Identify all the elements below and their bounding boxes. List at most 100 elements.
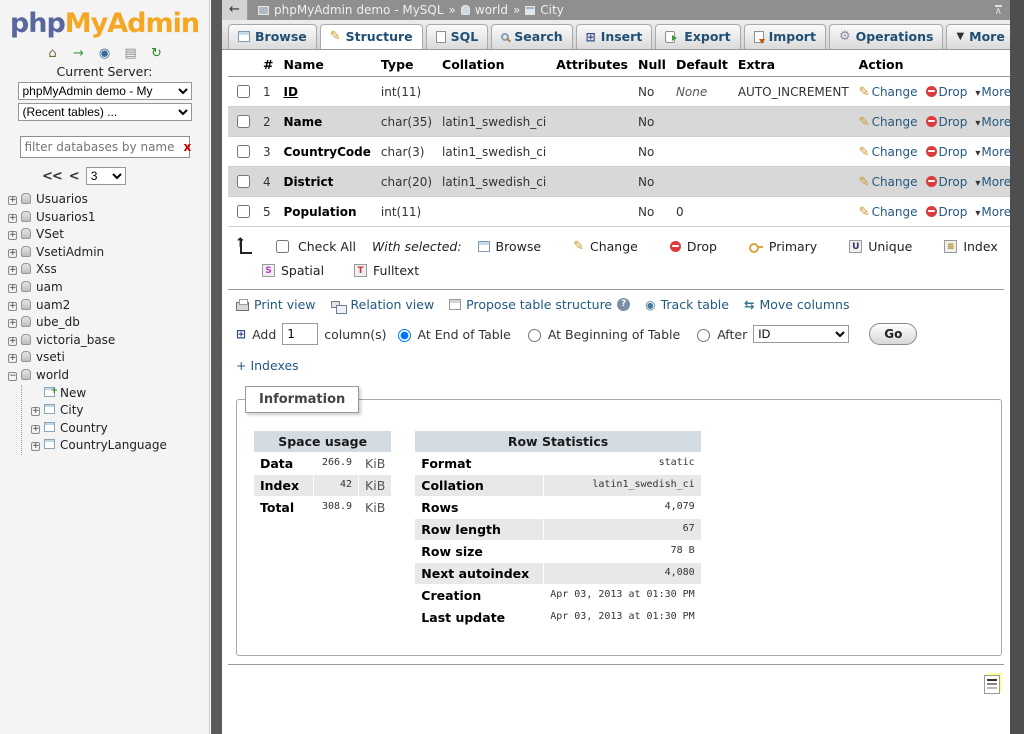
collapse-icon[interactable]	[8, 371, 17, 381]
tree-item-label[interactable]: Country	[60, 420, 108, 435]
tab-import[interactable]: Import	[743, 24, 826, 49]
tree-item-city[interactable]: City	[31, 402, 209, 420]
tab-structure[interactable]: ✎ Structure	[319, 24, 423, 49]
track-table-link[interactable]: ◉ Track table	[645, 297, 729, 312]
radio-after[interactable]: After	[692, 326, 747, 342]
more-link[interactable]: More	[981, 144, 1010, 159]
at-end-radio[interactable]	[397, 329, 411, 342]
expand-icon[interactable]	[8, 213, 17, 223]
row-checkbox[interactable]	[237, 175, 250, 188]
page-prev-link[interactable]: <	[68, 168, 80, 184]
more-link[interactable]: More	[981, 204, 1010, 219]
expand-icon[interactable]	[8, 319, 17, 329]
tree-item-label[interactable]: VsetiAdmin	[36, 244, 105, 259]
tab-operations[interactable]: ⚙ Operations	[828, 24, 944, 49]
indexes-toggle-link[interactable]: + Indexes	[236, 358, 299, 373]
tree-item-label[interactable]: uam	[36, 279, 63, 294]
tree-item-label[interactable]: Xss	[36, 262, 57, 277]
expand-icon[interactable]	[8, 266, 17, 276]
expand-icon[interactable]	[8, 301, 17, 311]
go-button[interactable]: Go	[869, 323, 918, 345]
expand-icon[interactable]	[31, 407, 40, 417]
collapse-panel-icon[interactable]: ∧	[994, 4, 1002, 17]
page-fast-prev-link[interactable]: <<	[42, 168, 63, 184]
vertical-scrollbar[interactable]	[1010, 0, 1024, 734]
tab-export[interactable]: Export	[655, 24, 741, 49]
phpmyadmin-logo[interactable]: phpMyAdmin	[0, 8, 209, 39]
tab-search[interactable]: Search	[491, 24, 573, 49]
tab-more[interactable]: ▼ More	[946, 24, 1010, 49]
server-select[interactable]: phpMyAdmin demo - My	[17, 82, 192, 100]
selected-index-button[interactable]: ≡ Index	[944, 239, 998, 254]
help-icon[interactable]: ?	[617, 298, 631, 311]
tree-item-label[interactable]: CountryLanguage	[60, 438, 167, 453]
tree-item-label[interactable]: City	[60, 403, 84, 418]
tab-browse[interactable]: Browse	[228, 24, 317, 49]
documentation-icon[interactable]: ▤	[124, 46, 137, 61]
drop-link[interactable]: Drop	[938, 84, 968, 99]
more-link[interactable]: More	[981, 174, 1010, 189]
expand-icon[interactable]	[8, 196, 17, 205]
tree-item-vseti[interactable]: vseti	[8, 349, 209, 367]
tree-item-uam[interactable]: uam	[8, 279, 209, 297]
radio-at-end[interactable]: At End of Table	[393, 326, 511, 342]
at-beginning-radio[interactable]	[527, 329, 541, 342]
tree-item-label[interactable]: VSet	[36, 227, 64, 242]
change-link[interactable]: Change	[871, 174, 918, 189]
move-columns-link[interactable]: ⇆ Move columns	[743, 297, 850, 312]
selected-primary-button[interactable]: Primary	[748, 239, 817, 254]
after-radio[interactable]	[697, 329, 711, 342]
row-checkbox[interactable]	[237, 115, 250, 128]
query-window-icon[interactable]: ◉	[98, 46, 111, 61]
recent-tables-select[interactable]: (Recent tables) ...	[17, 103, 192, 121]
tree-item-label[interactable]: Usuarios1	[36, 209, 96, 224]
tree-item-label[interactable]: vseti	[36, 350, 65, 365]
tree-item-label[interactable]: uam2	[36, 297, 71, 312]
back-button[interactable]: ←	[222, 0, 248, 20]
expand-icon[interactable]	[8, 231, 17, 241]
tree-item-ube-db[interactable]: ube_db	[8, 314, 209, 332]
expand-icon[interactable]	[8, 336, 17, 346]
row-checkbox[interactable]	[237, 145, 250, 158]
change-link[interactable]: Change	[871, 144, 918, 159]
tab-insert[interactable]: ⊞ Insert	[575, 24, 653, 49]
breadcrumb-table[interactable]: City	[540, 3, 564, 17]
after-column-select[interactable]: ID	[753, 325, 850, 343]
expand-icon[interactable]	[8, 354, 17, 364]
expand-icon[interactable]	[8, 283, 17, 293]
tree-item-world[interactable]: world New City Country CountryLanguage	[8, 367, 209, 455]
tree-item-label[interactable]: New	[60, 385, 87, 400]
row-checkbox[interactable]	[237, 205, 250, 218]
tree-item-label[interactable]: ube_db	[36, 315, 80, 330]
tree-item-label[interactable]: victoria_base	[36, 332, 116, 347]
check-all[interactable]: Check All	[272, 237, 356, 256]
sidebar-resize-handle[interactable]	[210, 0, 222, 734]
tree-item-label[interactable]: Usuarios	[36, 192, 88, 206]
print-view-link[interactable]: Print view	[236, 297, 316, 312]
tree-item-xss[interactable]: Xss	[8, 261, 209, 279]
check-all-checkbox[interactable]	[276, 240, 289, 253]
tree-item-countrylanguage[interactable]: CountryLanguage	[31, 437, 209, 455]
tree-item-vsetiadmin[interactable]: VsetiAdmin	[8, 244, 209, 262]
selected-fulltext-button[interactable]: T Fulltext	[354, 263, 419, 278]
expand-icon[interactable]	[8, 248, 17, 258]
drop-link[interactable]: Drop	[938, 144, 968, 159]
clear-filter-icon[interactable]: x	[183, 140, 192, 154]
home-icon[interactable]: ⌂	[48, 46, 57, 61]
breadcrumb-database[interactable]: world	[474, 3, 508, 17]
breadcrumb-server[interactable]: phpMyAdmin demo - MySQL	[274, 3, 444, 17]
selected-browse-button[interactable]: Browse	[477, 239, 541, 254]
tree-item-victoria-base[interactable]: victoria_base	[8, 332, 209, 350]
expand-icon[interactable]	[31, 442, 40, 452]
row-checkbox[interactable]	[237, 85, 250, 98]
tree-item-new-table[interactable]: New	[31, 383, 209, 403]
propose-structure-link[interactable]: Propose table structure?	[449, 297, 631, 312]
expand-icon[interactable]	[31, 424, 40, 434]
selected-drop-button[interactable]: Drop	[669, 239, 717, 254]
tab-sql[interactable]: SQL	[425, 24, 489, 49]
drop-link[interactable]: Drop	[938, 114, 968, 129]
radio-at-beginning[interactable]: At Beginning of Table	[523, 326, 680, 342]
change-link[interactable]: Change	[871, 204, 918, 219]
relation-view-link[interactable]: Relation view	[330, 297, 434, 314]
page-select[interactable]: 3	[85, 167, 126, 185]
